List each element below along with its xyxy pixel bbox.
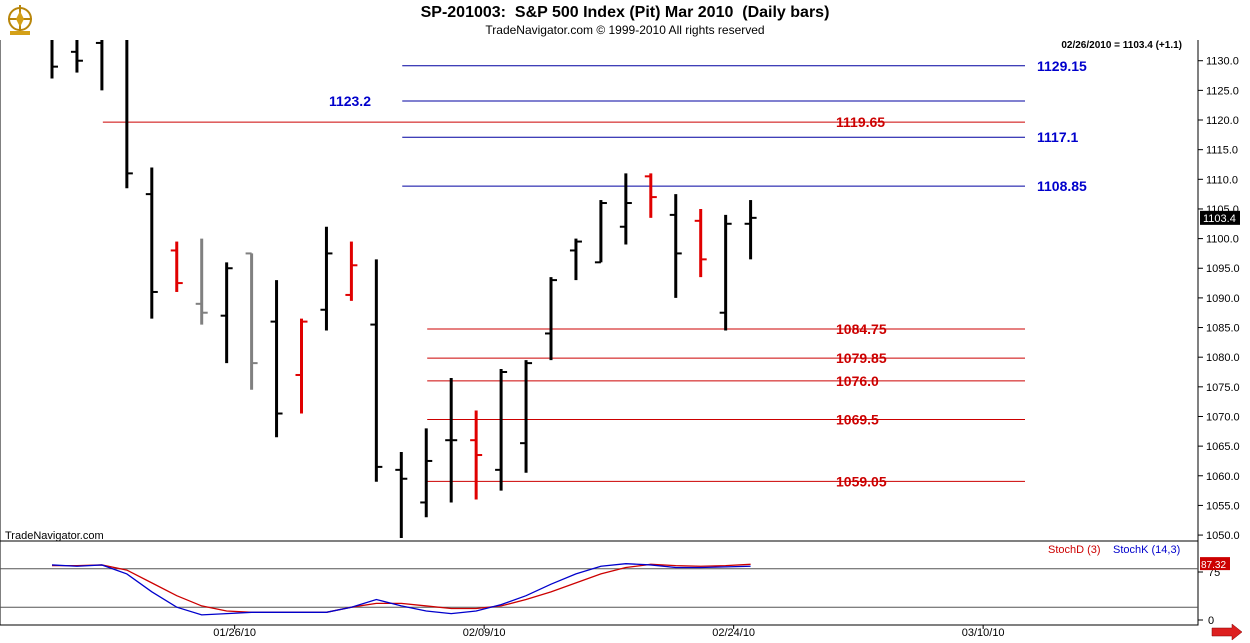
stoch-series-line <box>52 563 751 613</box>
scroll-right-arrow-icon[interactable] <box>1211 623 1243 641</box>
title-bar: SP-201003: S&P 500 Index (Pit) Mar 2010 … <box>0 0 1250 40</box>
copyright-text: TradeNavigator.com © 1999-2010 All right… <box>485 23 765 37</box>
date-tick-label: 02/24/10 <box>712 627 755 639</box>
last-price-tag: 1103.4 <box>1200 210 1240 225</box>
last-price-box <box>1200 210 1240 225</box>
ohlc-bar <box>619 173 632 245</box>
ohlc-bar <box>320 226 333 331</box>
watermark-text: TradeNavigator.com <box>5 530 104 542</box>
price-tick-label: 1100.0 <box>1206 234 1239 246</box>
level-label: 1119.65 <box>836 114 885 130</box>
level-label: 1108.85 <box>1037 178 1087 194</box>
stochastic-layer <box>0 563 1198 616</box>
ohlc-bar <box>395 452 408 539</box>
level-label: 1117.1 <box>1037 129 1078 145</box>
ohlc-bar <box>569 238 582 281</box>
ohlc-bar <box>145 167 158 319</box>
price-plot-area <box>0 36 1199 542</box>
price-tick-label: 1085.0 <box>1206 323 1240 335</box>
level-label: 1123.2 <box>329 93 371 109</box>
ohlc-bar <box>495 369 508 491</box>
price-bars <box>50 36 757 539</box>
ohlc-bar <box>345 241 358 301</box>
level-label: 1076.0 <box>836 373 879 389</box>
stochastic-plot-area <box>0 540 1199 626</box>
ohlc-bar <box>669 194 682 298</box>
price-tick-label: 1095.0 <box>1206 263 1240 275</box>
ohlc-bar <box>545 277 557 361</box>
price-tick-label: 1130.0 <box>1206 56 1239 68</box>
price-tick-label: 1055.0 <box>1206 500 1240 512</box>
price-tick-label: 1050.0 <box>1206 530 1240 542</box>
last-quote-text: 02/26/2010 = 1103.4 (+1.1) <box>1061 40 1182 51</box>
ohlc-bar <box>470 410 483 500</box>
price-tick-label: 1120.0 <box>1206 115 1239 127</box>
ohlc-bar <box>370 259 383 482</box>
price-tick-label: 1065.0 <box>1206 441 1240 453</box>
price-tick-label: 1125.0 <box>1206 85 1239 97</box>
ohlc-bar <box>445 377 458 503</box>
ohlc-bar <box>170 241 183 292</box>
ohlc-bar <box>195 238 208 325</box>
last-price-label: 1103.4 <box>1203 213 1236 225</box>
ohlc-bar <box>420 428 433 518</box>
price-tick-label: 1110.0 <box>1206 174 1238 186</box>
stoch-k-legend: StochK (14,3) <box>1113 544 1180 556</box>
ohlc-bar <box>50 37 58 79</box>
ohlc-bar <box>594 200 607 264</box>
trade-navigator-logo-icon <box>8 5 32 35</box>
ohlc-bar <box>744 200 757 260</box>
ohlc-bar <box>520 360 533 473</box>
date-tick-label: 01/26/10 <box>213 627 256 639</box>
ohlc-bar <box>694 208 707 278</box>
price-axis: 1050.0 1055.0 1060.0 1065.0 1070.0 1075.0 1080… <box>1198 56 1240 542</box>
date-tick-label: 03/10/10 <box>962 627 1005 639</box>
ohlc-bar <box>270 280 283 438</box>
last-stoch-label: 87.32 <box>1201 560 1226 571</box>
date-axis: 01/26/10 02/09/10 02/24/10 03/10/10 <box>213 625 1005 639</box>
ohlc-bar <box>220 262 233 364</box>
stochastic-axis: 075 <box>1198 567 1220 627</box>
price-tick-label: 1070.0 <box>1206 411 1240 423</box>
price-tick-label: 1060.0 <box>1206 471 1240 483</box>
price-tick-label: 1075.0 <box>1206 382 1240 394</box>
date-tick-label: 02/09/10 <box>463 627 506 639</box>
chart-title: SP-201003: S&P 500 Index (Pit) Mar 2010 … <box>420 4 830 21</box>
last-stoch-tag: 87.32 <box>1200 557 1230 571</box>
level-label: 1059.05 <box>836 473 887 489</box>
ohlc-bar <box>245 252 258 390</box>
stoch-tick-label: 0 <box>1208 615 1214 627</box>
ohlc-bar <box>719 214 732 331</box>
level-label: 1129.15 <box>1037 58 1087 74</box>
stoch-series-line <box>51 563 751 616</box>
price-tick-label: 1090.0 <box>1206 293 1240 305</box>
ohlc-bar <box>644 173 657 218</box>
last-stoch-box <box>1200 557 1230 571</box>
stoch-d-legend: StochD (3) <box>1048 544 1101 556</box>
level-label: 1079.85 <box>836 350 887 366</box>
level-label: 1084.75 <box>836 321 887 337</box>
price-tick-label: 1115.0 <box>1206 145 1238 157</box>
price-tick-label: 1080.0 <box>1206 352 1240 364</box>
ohlc-bar <box>70 37 83 73</box>
ohlc-bar <box>295 318 308 414</box>
level-label: 1069.5 <box>836 411 879 427</box>
